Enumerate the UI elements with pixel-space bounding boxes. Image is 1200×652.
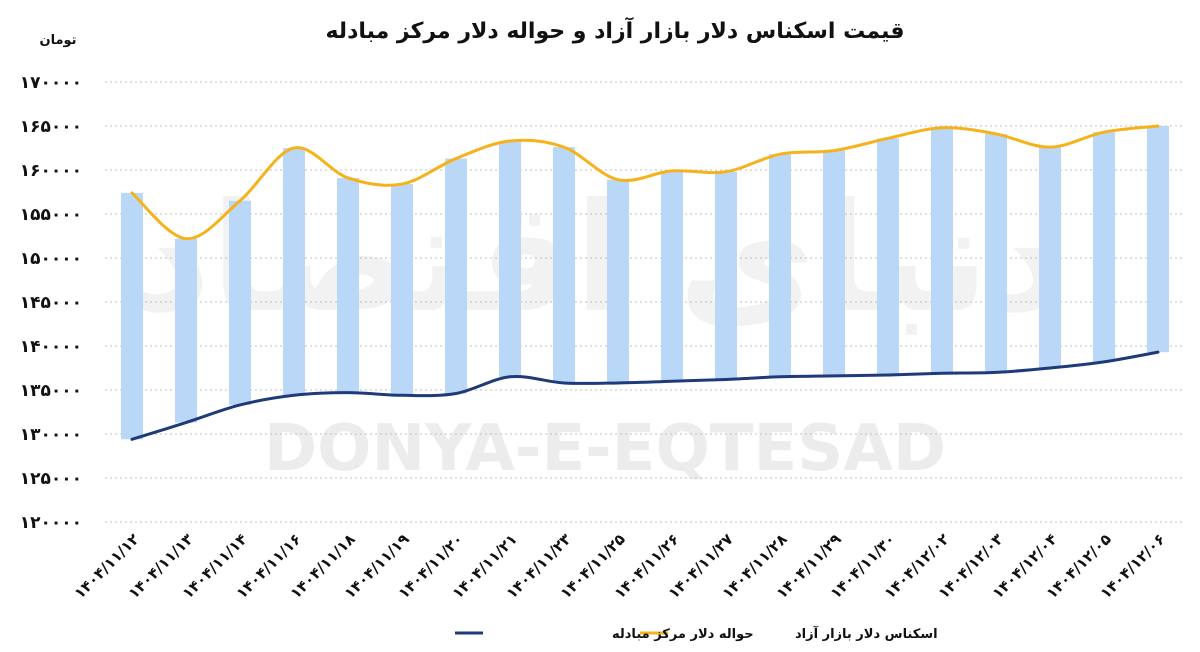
y-tick-label: ۱۴۵۰۰۰: [20, 293, 82, 313]
range-bar: [337, 177, 359, 393]
y-tick-label: ۱۳۵۰۰۰: [20, 381, 82, 401]
range-bar: [499, 140, 521, 377]
chart-title: قیمت اسکناس دلار بازار آزاد و حواله دلار…: [325, 16, 904, 44]
legend-label: اسکناس دلار بازار آزاد: [795, 625, 938, 642]
x-axis-tick-labels: ۱۴۰۴/۱۱/۱۲۱۴۰۴/۱۱/۱۳۱۴۰۴/۱۱/۱۴۱۴۰۴/۱۱/۱۶…: [71, 530, 1169, 602]
range-bar: [445, 158, 467, 394]
y-tick-label: ۱۶۵۰۰۰: [20, 117, 82, 137]
series-line-exchange-center: [130, 350, 1160, 441]
y-tick-label: ۱۷۰۰۰۰: [20, 73, 82, 93]
legend-label: حواله دلار مرکز مبادله: [612, 627, 754, 642]
range-bar: [607, 179, 629, 383]
y-tick-label: ۱۵۵۰۰۰: [20, 205, 82, 225]
range-bar: [391, 184, 413, 396]
range-bar: [931, 127, 953, 374]
watermark-persian: دنیای اقتصاد: [134, 172, 1067, 346]
range-bar: [877, 138, 899, 376]
legend: اسکناس دلار بازار آزاد حواله دلار مرکز مب…: [455, 625, 938, 642]
y-tick-label: ۱۲۵۰۰۰: [20, 469, 82, 489]
range-bar: [553, 147, 575, 383]
range-bar: [121, 192, 143, 440]
range-bar: [229, 200, 251, 405]
range-bar: [1093, 132, 1115, 362]
range-bar: [1039, 147, 1061, 368]
range-bar: [661, 170, 683, 382]
watermark: دنیای اقتصاد DONYA-E-EQTESAD: [134, 172, 1067, 486]
range-bars: [121, 126, 1169, 440]
series-lines: [130, 124, 1160, 441]
y-tick-label: ۱۵۰۰۰۰: [20, 249, 82, 269]
y-tick-label: ۱۶۰۰۰۰: [20, 161, 82, 181]
unit-label: تومان: [39, 33, 76, 48]
range-bar: [1147, 126, 1169, 353]
watermark-latin: DONYA-E-EQTESAD: [264, 412, 946, 486]
range-bar: [985, 133, 1007, 373]
y-axis-tick-labels: ۱۲۰۰۰۰ ۱۲۵۰۰۰ ۱۳۰۰۰۰ ۱۳۵۰۰۰ ۱۴۰۰۰۰ ۱۴۵۰۰۰ ۱۵۰۰…: [20, 73, 82, 533]
range-bar: [283, 148, 305, 396]
y-tick-label: ۱۲۰۰۰۰: [20, 513, 82, 533]
series-line-free-market: [130, 124, 1160, 241]
range-bar: [715, 171, 737, 380]
range-bar: [769, 154, 791, 377]
range-bar: [175, 238, 197, 423]
y-tick-label: ۱۳۰۰۰۰: [20, 425, 82, 445]
range-bar: [823, 150, 845, 376]
y-tick-label: ۱۴۰۰۰۰: [20, 337, 82, 357]
